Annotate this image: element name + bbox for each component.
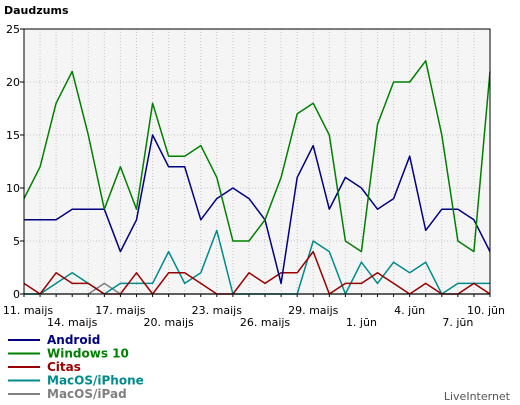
y-tick-label: 10 xyxy=(6,182,20,195)
plot-area xyxy=(24,29,490,294)
y-tick-label: 15 xyxy=(6,129,20,142)
credit-label: LiveInternet xyxy=(444,390,511,403)
x-tick-label: 20. maijs xyxy=(143,316,194,329)
legend-label: Android xyxy=(47,333,100,347)
series-line-windows-10 xyxy=(23,60,491,253)
legend-label: MacOS/iPad xyxy=(47,387,127,401)
plot-frame xyxy=(23,28,491,295)
x-tick-label: 7. jūn xyxy=(442,316,473,329)
y-tick-label: 0 xyxy=(13,288,20,301)
y-tick-label: 20 xyxy=(6,76,20,89)
x-tick-label: 14. maijs xyxy=(47,316,98,329)
x-tick-label: 23. maijs xyxy=(192,304,243,317)
y-tick-label: 5 xyxy=(13,235,20,248)
x-tick-label: 11. maijs xyxy=(3,304,54,317)
legend-label: Citas xyxy=(47,360,81,374)
x-tick-label: 26. maijs xyxy=(240,316,291,329)
x-tick-label: 17. maijs xyxy=(95,304,146,317)
x-tick-label: 1. jūn xyxy=(346,316,377,329)
legend-label: Windows 10 xyxy=(47,347,129,361)
legend-label: MacOS/iPhone xyxy=(47,374,144,388)
series-line-citas xyxy=(23,250,491,295)
series-line-android xyxy=(24,134,491,285)
y-axis-title: Daudzums xyxy=(4,4,69,17)
y-tick-labels: 0 5 10 15 20 25 xyxy=(6,23,24,301)
y-tick-label: 25 xyxy=(6,23,20,36)
x-tick-label: 4. jūn xyxy=(394,304,425,317)
x-tick-label: 10. jūn xyxy=(467,304,505,317)
x-tick-label: 29. maijs xyxy=(288,304,339,317)
